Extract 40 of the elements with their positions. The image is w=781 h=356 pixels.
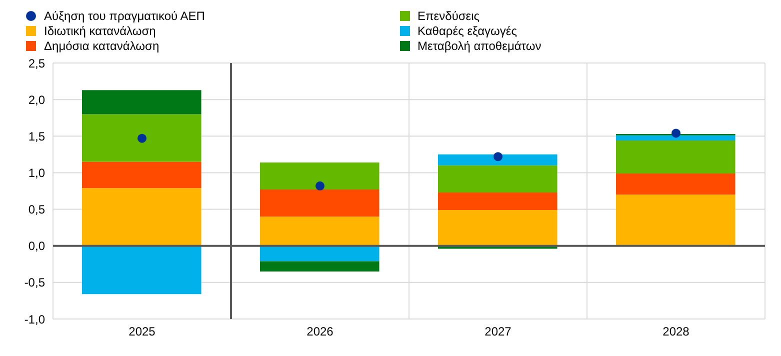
bar [260,261,380,272]
y-tick-label: 0,0 [28,239,46,254]
point [671,128,681,138]
bar [616,135,736,141]
y-tick-label: 1,0 [28,166,46,180]
legend-label: Ιδιωτική κατανάλωση [44,24,156,38]
legend-label: Επενδύσεις [418,8,480,22]
point [315,181,325,190]
bar [260,162,380,190]
x-tick-label: 2027 [484,324,512,339]
point [493,152,503,162]
bar [616,140,736,174]
legend-label: Καθαρές εξαγωγές [418,24,518,38]
y-tick-label: -1,0 [24,312,46,326]
legend-label: Δημόσια κατανάλωση [44,38,160,52]
bar [82,246,202,294]
bar [438,165,558,192]
x-tick-label: 2028 [662,324,690,339]
x-tick-label: 2025 [128,324,156,339]
bar [82,90,202,114]
bar [260,216,380,246]
y-tick-label: 2,0 [28,92,46,107]
bar [82,162,202,188]
legend-label: Αύξηση του πραγματικού ΑΕΠ [44,8,205,22]
point [137,134,147,143]
legend-label: Μεταβολή αποθεμάτων [418,38,542,52]
bar [616,173,736,195]
bar [82,188,202,246]
y-tick-label: 1,5 [28,129,46,144]
bar [82,114,202,162]
bar [438,154,558,166]
bar [260,246,380,262]
y-tick-label: 0,5 [28,202,46,217]
bar [438,192,558,210]
bar [616,194,736,246]
bar [438,210,558,246]
y-tick-label: -0,5 [24,276,46,290]
bar [260,190,380,217]
y-tick-label: 2,5 [28,56,46,70]
x-tick-label: 2026 [306,324,334,339]
